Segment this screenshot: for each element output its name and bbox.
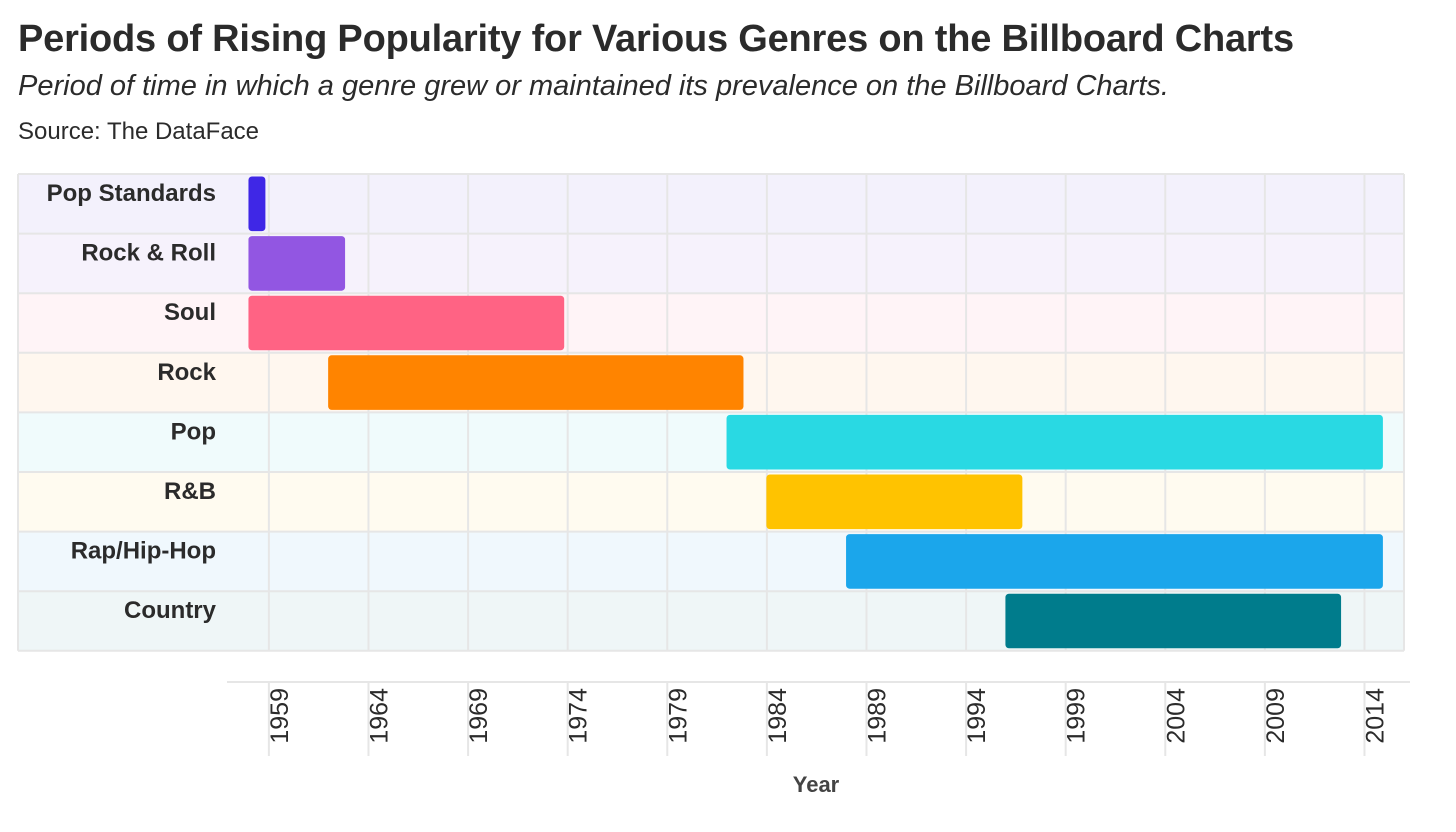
period-bar — [766, 474, 1023, 530]
x-tick-label: 2014 — [1361, 688, 1389, 744]
x-tick-label: 1964 — [365, 688, 393, 744]
row-band — [18, 174, 1404, 234]
category-labels: Pop Standards Rock & Roll Soul Rock Pop R&B Ra… — [47, 180, 217, 624]
gridlines — [17, 173, 1405, 652]
x-tick-label: 1999 — [1063, 688, 1091, 744]
period-bar — [846, 534, 1383, 589]
period-bar — [328, 355, 744, 410]
period-bar — [248, 176, 266, 232]
category-label: Rock & Roll — [81, 240, 216, 267]
x-tick-label: 2009 — [1262, 688, 1290, 744]
x-tick-label: 1974 — [565, 688, 593, 744]
x-axis-title: Year — [793, 772, 840, 797]
x-tick-label: 1959 — [266, 688, 294, 744]
category-label: Rap/Hip-Hop — [71, 538, 216, 565]
row-band — [18, 472, 1404, 532]
row-band — [18, 233, 1404, 294]
category-label: Pop Standards — [47, 180, 216, 207]
x-tick-label: 1969 — [465, 688, 493, 744]
period-bar — [248, 236, 346, 291]
x-tick-label: 2004 — [1162, 688, 1190, 744]
x-tick-label: 1979 — [664, 688, 692, 744]
period-bar — [248, 295, 565, 351]
category-label: R&B — [164, 478, 216, 505]
period-bar — [726, 414, 1383, 470]
row-band — [18, 293, 1404, 353]
period-bars — [248, 176, 1383, 649]
category-label: Soul — [164, 299, 216, 326]
category-label: Country — [124, 597, 217, 624]
period-bar — [1005, 593, 1342, 649]
x-tick-label: 1989 — [863, 688, 891, 744]
chart-subtitle: Period of time in which a genre grew or … — [18, 70, 1169, 102]
x-axis: 1959 1964 1969 1974 1979 1984 1989 1994 1999 2004… — [227, 681, 1410, 756]
category-label: Rock — [157, 359, 216, 386]
chart-source: Source: The DataFace — [18, 118, 260, 145]
category-label: Pop — [171, 418, 216, 445]
x-tick-label: 1984 — [764, 688, 792, 744]
chart-title: Periods of Rising Popularity for Various… — [18, 18, 1294, 60]
x-tick-label: 1994 — [963, 688, 991, 744]
